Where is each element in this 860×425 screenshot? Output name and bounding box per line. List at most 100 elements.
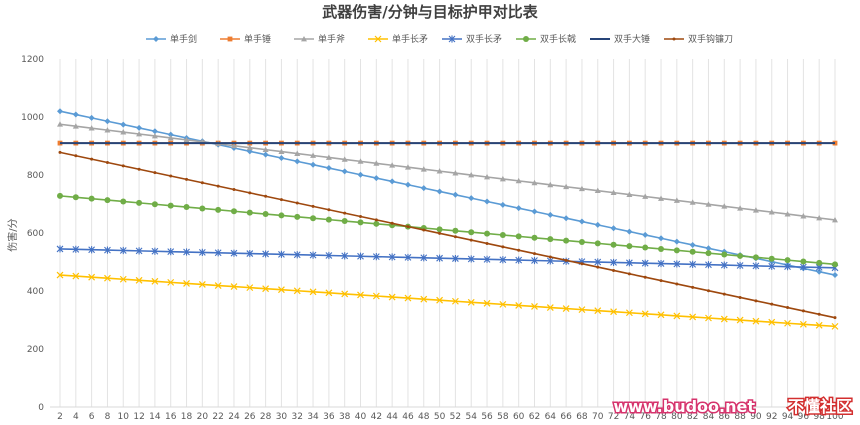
data-point	[311, 204, 315, 208]
data-point	[675, 282, 679, 286]
x-tick-label: 62	[529, 412, 540, 422]
series-6	[57, 192, 838, 268]
data-point	[214, 249, 222, 257]
data-point	[341, 252, 349, 260]
legend-label: 单手锤	[244, 33, 271, 45]
data-point	[754, 299, 758, 303]
data-point	[626, 191, 633, 197]
data-point	[88, 195, 95, 202]
data-point	[420, 295, 428, 303]
data-point	[151, 132, 158, 139]
data-point	[468, 195, 475, 202]
x-tick-label: 94	[782, 412, 794, 422]
data-point	[389, 162, 396, 168]
data-point	[786, 306, 790, 310]
series-line	[59, 110, 836, 276]
x-tick-label: 78	[655, 412, 667, 422]
x-tick-label: 16	[165, 412, 177, 422]
data-point	[453, 235, 457, 239]
legend-label: 双手长矛	[466, 33, 502, 45]
data-point	[88, 114, 95, 121]
legend-item: 单手锤	[220, 33, 271, 45]
x-tick-label: 18	[181, 412, 193, 422]
data-point	[151, 128, 158, 135]
data-point	[310, 152, 317, 158]
data-point	[232, 187, 236, 191]
data-point	[515, 302, 523, 309]
data-point	[484, 230, 491, 237]
data-point	[372, 253, 380, 261]
x-tick-label: 24	[228, 412, 240, 422]
data-point	[151, 201, 158, 208]
data-point	[657, 311, 665, 319]
data-point	[627, 272, 631, 276]
data-point	[499, 201, 506, 208]
data-point	[800, 258, 807, 265]
data-point	[499, 256, 507, 264]
data-point	[104, 197, 111, 204]
data-point	[136, 199, 143, 206]
data-point	[452, 254, 459, 263]
data-point	[815, 321, 823, 329]
data-point	[594, 221, 601, 228]
x-tick-label: 48	[418, 412, 430, 422]
data-point	[357, 291, 364, 299]
y-tick-label: 0	[38, 403, 44, 413]
data-point	[325, 251, 333, 260]
data-point	[720, 261, 728, 269]
data-point	[816, 214, 823, 221]
data-point	[167, 202, 174, 209]
data-point	[752, 317, 760, 325]
data-point	[578, 306, 586, 314]
x-tick-label: 92	[766, 412, 777, 422]
data-point	[705, 261, 712, 269]
data-point	[404, 181, 411, 188]
data-point	[104, 118, 111, 125]
x-tick-label: 66	[560, 412, 572, 422]
data-point	[705, 245, 712, 252]
data-point	[90, 157, 94, 161]
data-point	[831, 322, 839, 330]
series-3	[57, 121, 838, 223]
legend-label: 双手大锤	[614, 33, 650, 45]
x-tick-label: 30	[276, 412, 288, 422]
data-point	[104, 127, 111, 133]
data-point	[705, 314, 712, 322]
series-5	[56, 245, 839, 272]
data-point	[230, 142, 237, 149]
x-tick-label: 50	[434, 412, 446, 422]
data-point	[262, 250, 270, 258]
data-point	[198, 281, 206, 288]
data-point	[452, 191, 459, 198]
data-point	[438, 231, 442, 235]
data-point	[594, 307, 602, 315]
data-point	[800, 213, 807, 219]
data-point	[689, 241, 696, 248]
x-tick-label: 82	[687, 412, 698, 422]
data-point	[580, 262, 584, 266]
data-point	[467, 298, 475, 306]
data-point	[499, 175, 506, 182]
data-point	[325, 289, 333, 297]
data-point	[72, 272, 80, 280]
data-point	[768, 262, 776, 270]
data-point	[531, 208, 538, 215]
data-point	[167, 278, 175, 286]
data-point	[153, 171, 157, 175]
data-point	[420, 185, 427, 192]
data-point	[547, 181, 554, 188]
data-point	[327, 208, 331, 212]
data-point	[531, 256, 538, 265]
data-point	[406, 225, 410, 229]
x-tick-label: 2	[57, 412, 63, 422]
data-point	[499, 231, 506, 238]
data-point	[404, 294, 412, 302]
data-point	[119, 275, 127, 283]
data-point	[151, 277, 159, 285]
data-point	[436, 188, 443, 195]
data-point	[230, 249, 238, 257]
data-point	[515, 256, 523, 264]
x-tick-label: 90	[750, 412, 762, 422]
x-tick-label: 64	[545, 412, 557, 422]
data-point	[294, 213, 301, 220]
